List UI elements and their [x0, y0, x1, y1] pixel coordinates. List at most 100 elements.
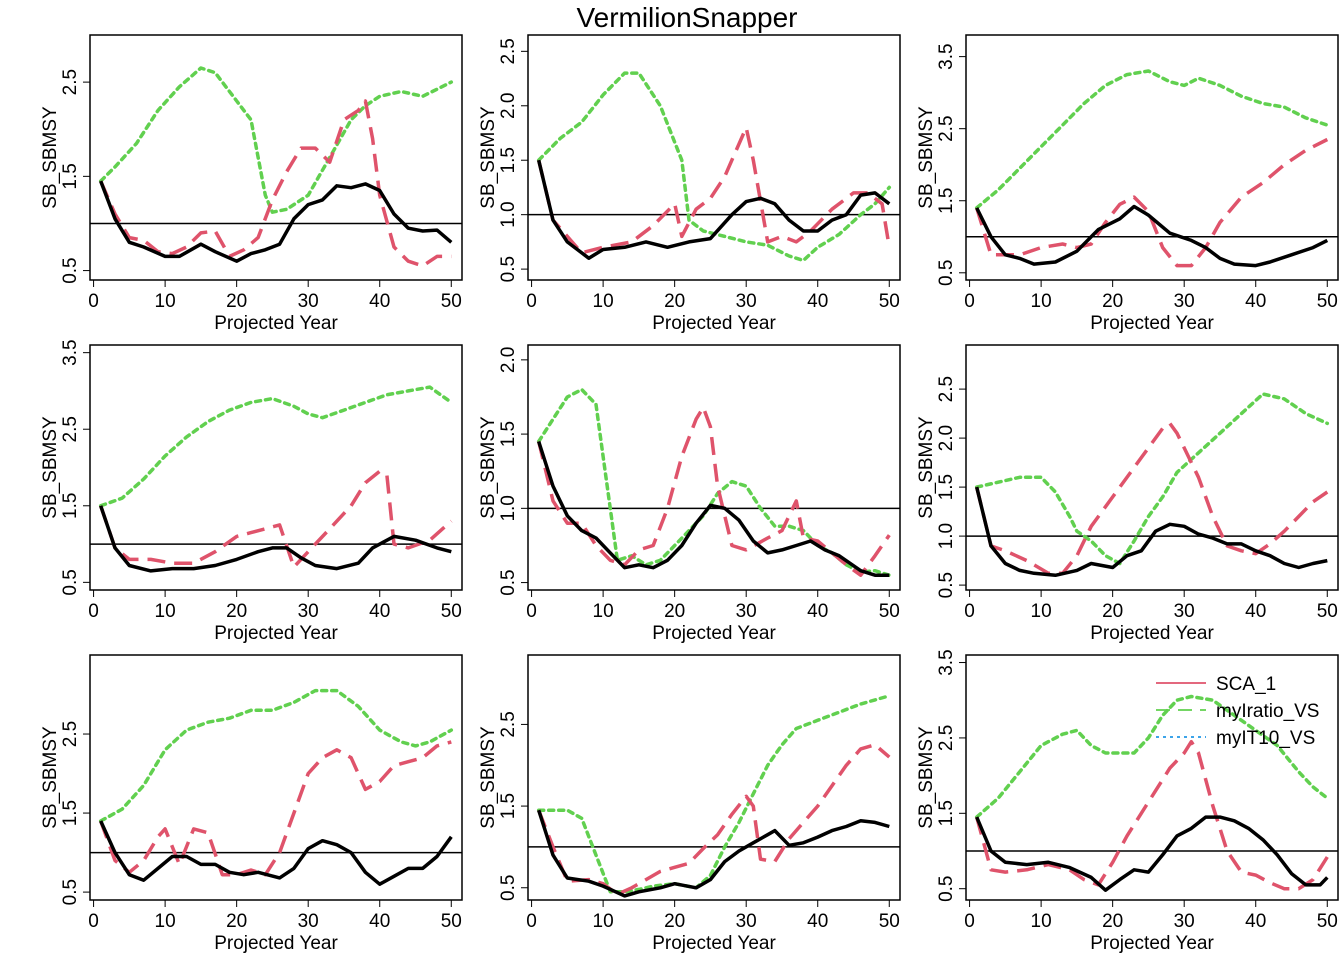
x-tick-label: 0: [526, 291, 537, 312]
y-tick-label: 2.5: [498, 711, 519, 737]
plot-frame: [89, 654, 463, 901]
series-line-dashed: [536, 405, 891, 577]
x-tick-label: 50: [1317, 601, 1338, 622]
y-tick-label: 0.5: [60, 257, 81, 283]
x-tick-label: 40: [807, 291, 828, 312]
series-line-solid: [537, 440, 890, 577]
y-tick-label: 1.5: [936, 188, 957, 214]
x-tick-label: 10: [155, 291, 176, 312]
y-tick-label: 0.5: [60, 569, 81, 595]
series-line-solid: [99, 180, 453, 263]
x-axis-label: Projected Year: [652, 623, 776, 644]
x-tick-label: 0: [964, 601, 975, 622]
x-tick-label: 50: [879, 291, 900, 312]
plot-frame: [527, 654, 901, 901]
y-tick-label: 2.5: [60, 416, 81, 442]
series-line-dotted: [974, 69, 1330, 210]
series-line-dashed: [536, 125, 892, 255]
x-tick-label: 0: [88, 291, 99, 312]
x-tick-label: 10: [593, 291, 614, 312]
x-tick-label: 30: [1174, 601, 1195, 622]
series-line-solid: [99, 505, 452, 573]
y-axis-label: SB_SBMSY: [916, 416, 937, 519]
y-axis-label: SB_SBMSY: [40, 106, 61, 209]
x-axis-label: Projected Year: [1090, 623, 1214, 644]
x-tick-label: 0: [526, 601, 537, 622]
x-tick-label: 20: [664, 601, 685, 622]
series-line-dotted: [98, 688, 454, 823]
y-tick-label: 3.5: [60, 339, 81, 365]
y-tick-label: 1.0: [498, 495, 519, 521]
series-line-solid: [99, 820, 453, 886]
x-tick-label: 40: [369, 911, 390, 932]
x-tick-label: 40: [807, 911, 828, 932]
plot-frame: [89, 34, 463, 281]
y-tick-label: 0.5: [936, 260, 957, 286]
y-tick-label: 1.5: [60, 800, 81, 826]
x-axis-label: Projected Year: [214, 313, 338, 334]
x-tick-label: 40: [369, 601, 390, 622]
y-tick-label: 0.5: [498, 875, 519, 901]
plot-frame: [965, 34, 1339, 281]
x-tick-label: 20: [1102, 291, 1123, 312]
x-tick-label: 40: [1245, 911, 1266, 932]
series-line-dotted: [98, 66, 454, 214]
x-tick-label: 30: [298, 291, 319, 312]
y-tick-label: 1.0: [936, 523, 957, 549]
y-tick-label: 3.5: [936, 649, 957, 675]
panel-3: 0 10 20 30 40 50 Projected Year 0.5 1.5 2.5 3.5 SB_…: [916, 34, 1339, 334]
y-tick-label: 1.0: [498, 201, 519, 227]
x-axis-label: Projected Year: [214, 623, 338, 644]
y-axis-label: SB_SBMSY: [40, 726, 61, 829]
x-tick-label: 10: [155, 911, 176, 932]
y-tick-label: 2.5: [936, 115, 957, 141]
x-axis-label: Projected Year: [1090, 313, 1214, 334]
y-tick-label: 1.5: [936, 474, 957, 500]
x-axis-label: Projected Year: [652, 313, 776, 334]
y-tick-label: 3.5: [936, 43, 957, 69]
x-tick-label: 40: [807, 601, 828, 622]
y-axis-label: SB_SBMSY: [478, 416, 499, 519]
y-tick-label: 0.5: [936, 572, 957, 598]
plot-frame: [89, 344, 463, 591]
y-tick-label: 0.5: [936, 875, 957, 901]
x-tick-label: 0: [88, 601, 99, 622]
series-line-solid: [974, 486, 1328, 578]
y-tick-label: 2.5: [60, 69, 81, 95]
x-tick-label: 30: [736, 911, 757, 932]
x-tick-label: 30: [298, 601, 319, 622]
y-tick-label: 2.5: [60, 721, 81, 747]
x-tick-label: 10: [1031, 911, 1052, 932]
x-tick-label: 0: [526, 911, 537, 932]
x-tick-label: 20: [664, 291, 685, 312]
series-line-dashed: [99, 469, 453, 569]
series-line-dotted: [974, 694, 1330, 819]
series-line-dashed: [99, 99, 452, 268]
y-tick-label: 1.5: [60, 493, 81, 519]
x-tick-label: 30: [736, 601, 757, 622]
y-axis-label: SB_SBMSY: [916, 106, 937, 209]
y-axis-label: SB_SBMSY: [916, 726, 937, 829]
figure-title: VermilionSnapper: [576, 2, 798, 33]
legend-label: SCA_1: [1216, 674, 1276, 695]
x-tick-label: 40: [1245, 291, 1266, 312]
series-line-dashed: [974, 421, 1329, 576]
series-line-dotted: [536, 694, 892, 894]
x-tick-label: 50: [879, 601, 900, 622]
x-tick-label: 50: [879, 911, 900, 932]
panel-4: 0 10 20 30 40 50 Projected Year 0.5 1.5 2.5 3.5 SB_…: [40, 339, 463, 644]
series-line-solid: [975, 204, 1329, 268]
x-tick-label: 40: [1245, 601, 1266, 622]
x-axis-label: Projected Year: [214, 933, 338, 954]
y-axis-label: SB_SBMSY: [478, 106, 499, 209]
x-tick-label: 20: [1102, 911, 1123, 932]
y-tick-label: 1.5: [498, 421, 519, 447]
legend: SCA_1 myIratio_VS myIT10_VS: [1156, 674, 1319, 749]
x-tick-label: 20: [226, 601, 247, 622]
series-line-solid: [975, 815, 1329, 892]
y-tick-label: 2.0: [498, 93, 519, 119]
x-tick-label: 40: [369, 291, 390, 312]
x-tick-label: 30: [1174, 291, 1195, 312]
x-axis-label: Projected Year: [1090, 933, 1214, 954]
y-tick-label: 1.5: [498, 793, 519, 819]
